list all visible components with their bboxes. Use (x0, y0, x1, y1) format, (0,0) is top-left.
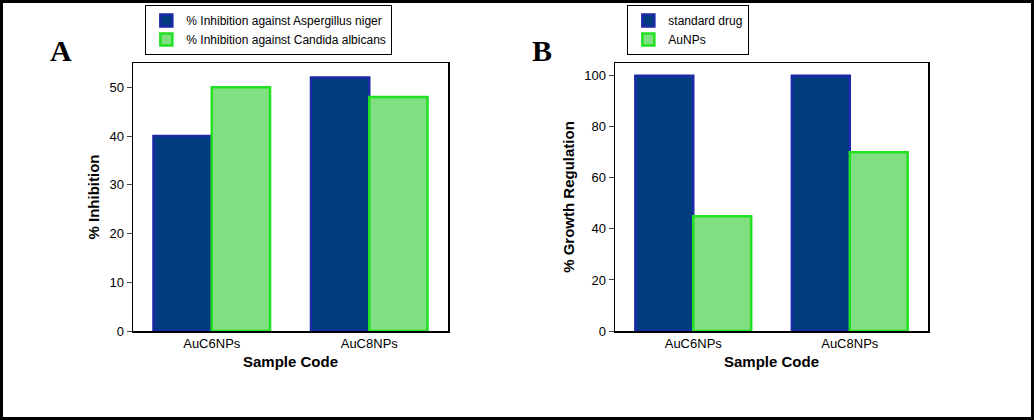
svg-text:Sample Code: Sample Code (243, 353, 338, 370)
svg-text:AuNPs: AuNPs (668, 33, 705, 47)
svg-text:60: 60 (591, 170, 605, 185)
svg-text:AuC6NPs: AuC6NPs (183, 336, 241, 351)
svg-text:30: 30 (109, 177, 123, 192)
svg-text:100: 100 (584, 68, 606, 83)
svg-text:% Inhibition: % Inhibition (85, 155, 102, 240)
svg-text:0: 0 (599, 324, 606, 339)
svg-text:AuC8NPs: AuC8NPs (341, 336, 399, 351)
svg-text:Sample Code: Sample Code (724, 353, 819, 370)
svg-text:% Growth Regulation: % Growth Regulation (560, 121, 577, 273)
svg-text:50: 50 (109, 80, 123, 95)
svg-text:AuC6NPs: AuC6NPs (665, 336, 723, 351)
svg-text:standard drug: standard drug (668, 14, 742, 28)
svg-text:0: 0 (117, 324, 124, 339)
svg-text:80: 80 (591, 119, 605, 134)
svg-text:40: 40 (109, 129, 123, 144)
svg-text:20: 20 (591, 273, 605, 288)
svg-text:40: 40 (591, 221, 605, 236)
svg-text:10: 10 (109, 275, 123, 290)
svg-text:B: B (532, 34, 552, 67)
svg-text:AuC8NPs: AuC8NPs (821, 336, 879, 351)
svg-text:20: 20 (109, 226, 123, 241)
svg-text:A: A (50, 34, 72, 67)
svg-text:% Inhibition against Aspergill: % Inhibition against Aspergillus niger (186, 14, 381, 28)
svg-text:% Inhibition against Candida a: % Inhibition against Candida albicans (186, 33, 385, 47)
